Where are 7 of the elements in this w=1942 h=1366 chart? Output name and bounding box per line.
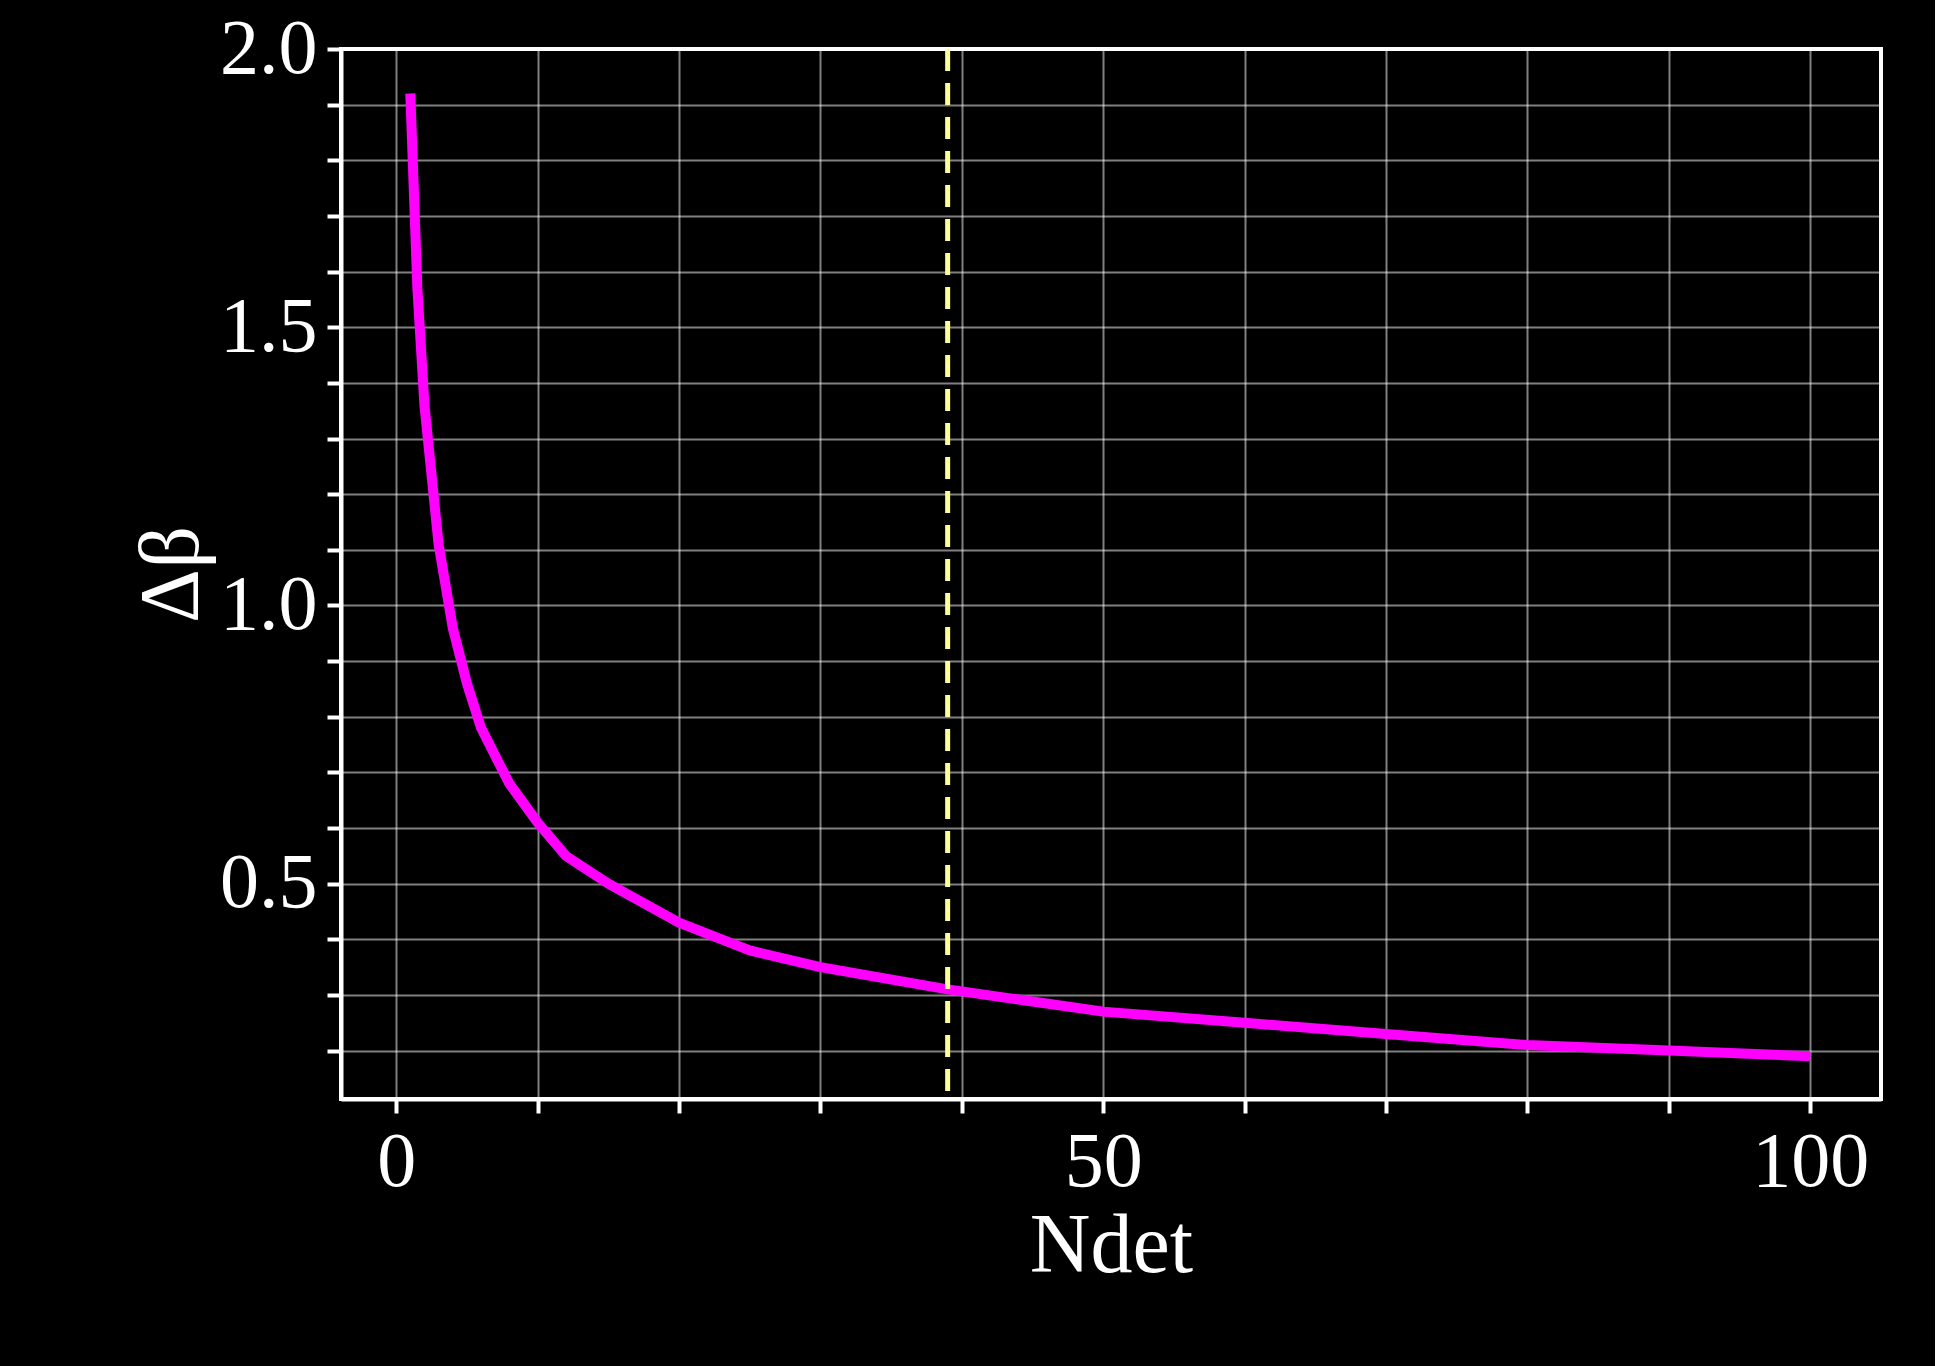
y-tick-label: 2.0 xyxy=(220,2,318,90)
x-tick-label: 0 xyxy=(377,1115,417,1203)
x-tick-label: 100 xyxy=(1752,1115,1870,1203)
y-tick-label: 1.0 xyxy=(220,558,318,646)
y-axis-title: Δβ xyxy=(123,526,216,623)
y-tick-label: 0.5 xyxy=(220,837,318,925)
y-tick-label: 1.5 xyxy=(220,280,318,368)
